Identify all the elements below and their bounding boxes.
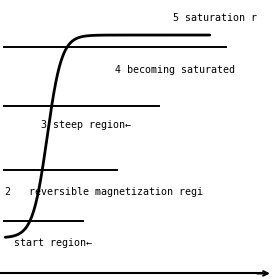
Text: 5 saturation r: 5 saturation r <box>173 13 257 23</box>
Text: 2   reversible magnetization regi: 2 reversible magnetization regi <box>5 187 203 197</box>
Text: start region←: start region← <box>15 238 92 248</box>
Text: 3 steep region←: 3 steep region← <box>41 120 131 130</box>
Text: 4 becoming saturated: 4 becoming saturated <box>116 65 235 75</box>
